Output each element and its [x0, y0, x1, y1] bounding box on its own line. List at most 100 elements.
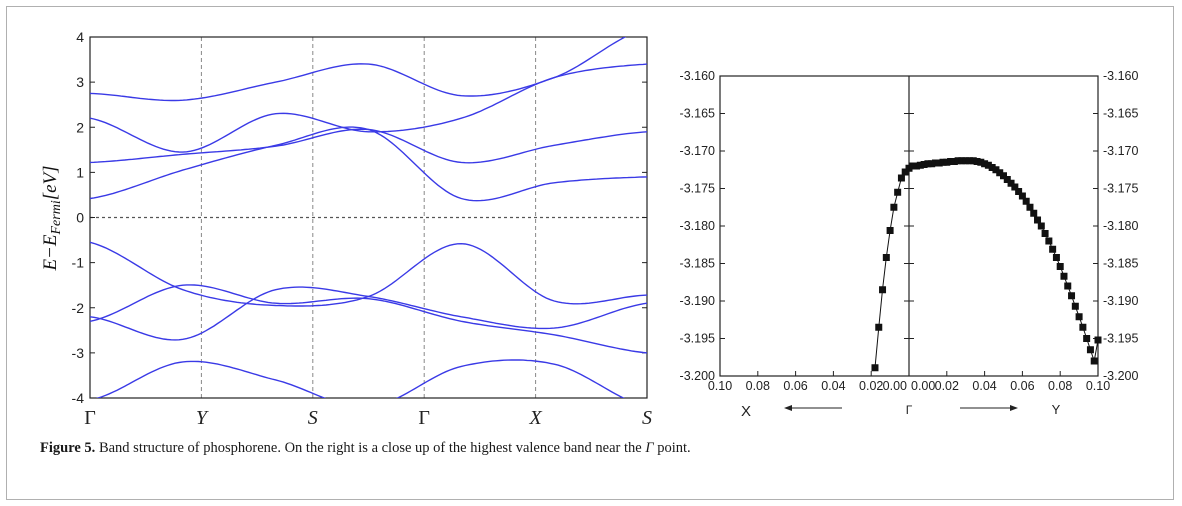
data-point — [1079, 323, 1087, 331]
y-tick-label-left: -3.170 — [680, 144, 715, 158]
y-tick-label-left: -3.165 — [680, 107, 715, 121]
data-point — [1060, 272, 1068, 280]
data-point — [1071, 302, 1079, 310]
data-point — [958, 157, 966, 165]
caption-text: Band structure of phosphorene. On the ri… — [95, 440, 646, 456]
data-point — [950, 158, 958, 165]
data-point — [1007, 179, 1015, 187]
data-point — [977, 158, 985, 166]
y-tick-label-right: -3.195 — [1103, 332, 1138, 346]
y-tick-label-right: -3.175 — [1103, 182, 1138, 196]
band-axes — [89, 36, 648, 399]
y-tick-label: 2 — [76, 119, 84, 135]
y-tick-label-right: -3.170 — [1103, 144, 1138, 158]
y-tick-label-left: -3.195 — [680, 332, 715, 346]
y-tick-label: 0 — [76, 210, 84, 226]
x-tick-label: Γ — [84, 407, 96, 429]
band-line — [90, 128, 647, 164]
data-point — [943, 158, 951, 166]
data-point — [1052, 254, 1060, 261]
y-tick-label-right: -3.165 — [1103, 107, 1138, 121]
data-point — [947, 158, 955, 165]
valence-band-closeup-chart: -3.200 -3.200 -3.195 -3.195 -3.190 -3.190 -3.1… — [680, 69, 1138, 420]
band-line — [90, 284, 647, 354]
caption-gamma: Γ — [645, 440, 654, 456]
y-tick-label-left: -3.160 — [680, 69, 715, 83]
band-line — [90, 63, 647, 153]
y-tick-label-right: -3.190 — [1103, 294, 1138, 308]
closeup-axes — [719, 75, 1099, 377]
x-tick-label-right: 0.00 — [911, 379, 935, 393]
band-line — [90, 37, 627, 102]
data-point — [984, 161, 992, 169]
band-line — [90, 286, 647, 341]
y-tick-label-left: -3.175 — [680, 182, 715, 196]
data-point — [909, 162, 917, 170]
data-point — [916, 161, 924, 169]
y-tick-label-left: -3.200 — [680, 369, 715, 383]
y-tick-label: 3 — [76, 74, 84, 90]
data-point — [973, 158, 981, 165]
data-point — [965, 157, 973, 165]
data-point — [1003, 176, 1011, 183]
data-point — [1045, 237, 1053, 245]
data-point — [1064, 282, 1072, 290]
data-point — [962, 157, 970, 165]
x-tick-label: Y — [196, 407, 209, 429]
figure-caption: Figure 5. Band structure of phosphorene.… — [40, 440, 1150, 457]
band-y-axis-label: E−EFermi[eV] — [40, 165, 64, 271]
direction-label-y: Y — [1052, 402, 1061, 417]
y-tick-label-left: -3.190 — [680, 294, 715, 308]
y-tick-label: 1 — [76, 164, 84, 180]
data-point — [1094, 336, 1102, 344]
data-point — [1041, 230, 1049, 237]
x-tick-label: X — [528, 407, 542, 429]
data-point — [890, 203, 898, 211]
data-point — [1022, 197, 1030, 205]
data-point — [1011, 183, 1019, 191]
data-point — [886, 227, 894, 234]
data-point — [913, 162, 921, 170]
x-tick-label-left: 0.00 — [883, 379, 907, 393]
y-tick-label-right: -3.200 — [1103, 369, 1138, 383]
band-lines — [90, 37, 647, 398]
data-point — [879, 286, 887, 294]
y-tick-label: -4 — [72, 390, 85, 406]
x-tick-label-left: 0.08 — [746, 379, 770, 393]
figure-frame — [6, 6, 1174, 500]
data-point — [1086, 346, 1094, 354]
data-point — [1000, 172, 1007, 180]
y-tick-label-right: -3.185 — [1103, 257, 1138, 271]
data-point — [871, 364, 879, 372]
data-point — [1049, 245, 1057, 253]
x-tick-label-left: 0.10 — [708, 379, 732, 393]
x-tick-label: Γ — [418, 407, 430, 429]
data-point — [897, 174, 905, 182]
band-line — [95, 359, 625, 398]
data-point — [1075, 313, 1083, 321]
closeup-tick-labels: -3.200 -3.200 -3.195 -3.195 -3.190 -3.190 -3.1… — [680, 69, 1138, 393]
y-tick-label: 4 — [76, 29, 84, 45]
data-point — [894, 188, 902, 196]
data-point — [1037, 222, 1045, 230]
data-point — [1026, 203, 1034, 211]
band-line — [90, 126, 647, 202]
data-point — [981, 160, 989, 168]
arrow-right-icon — [1010, 405, 1018, 411]
direction-label-gamma: Γ — [906, 403, 913, 417]
y-tick-label-left: -3.185 — [680, 257, 715, 271]
y-tick-label-left: -3.180 — [680, 219, 715, 233]
arrow-left-icon — [784, 405, 792, 411]
data-point — [988, 164, 996, 171]
y-tick-label: -2 — [72, 300, 85, 316]
x-tick-label-right: 0.08 — [1048, 379, 1072, 393]
data-point — [935, 159, 943, 167]
data-point — [931, 159, 939, 167]
data-point — [969, 157, 977, 165]
x-tick-label-right: 0.02 — [935, 379, 959, 393]
direction-label-x: X — [741, 403, 751, 420]
data-point — [1068, 292, 1076, 300]
data-point — [939, 158, 947, 166]
